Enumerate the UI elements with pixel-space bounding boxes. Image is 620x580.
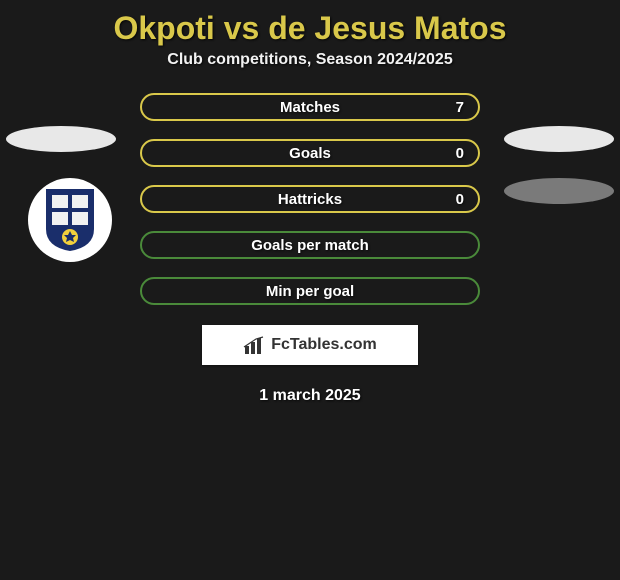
stat-label: Goals	[289, 145, 331, 162]
stat-row-hattricks: Hattricks 0	[140, 185, 480, 213]
stat-label: Hattricks	[278, 191, 342, 208]
club-badge	[28, 178, 112, 262]
stat-label: Matches	[280, 99, 340, 116]
side-pill-left-1	[6, 126, 116, 152]
page-title: Okpoti vs de Jesus Matos	[0, 0, 620, 51]
watermark-text: FcTables.com	[271, 336, 377, 354]
club-crest-icon	[42, 187, 98, 253]
bars-icon	[243, 336, 265, 354]
wm-suffix: .com	[339, 336, 376, 353]
stat-row-goals-per-match: Goals per match	[140, 231, 480, 259]
wm-main: Tables	[290, 336, 340, 353]
stat-value: 7	[456, 99, 464, 116]
stat-label: Min per goal	[266, 283, 354, 300]
stat-row-matches: Matches 7	[140, 93, 480, 121]
watermark: FcTables.com	[202, 325, 418, 365]
stat-label: Goals per match	[251, 237, 369, 254]
stat-row-min-per-goal: Min per goal	[140, 277, 480, 305]
stat-row-goals: Goals 0	[140, 139, 480, 167]
date-label: 1 march 2025	[0, 387, 620, 405]
wm-prefix: Fc	[271, 336, 290, 353]
stat-value: 0	[456, 145, 464, 162]
stat-value: 0	[456, 191, 464, 208]
side-pill-right-2	[504, 178, 614, 204]
side-pill-right-1	[504, 126, 614, 152]
subtitle: Club competitions, Season 2024/2025	[0, 51, 620, 69]
